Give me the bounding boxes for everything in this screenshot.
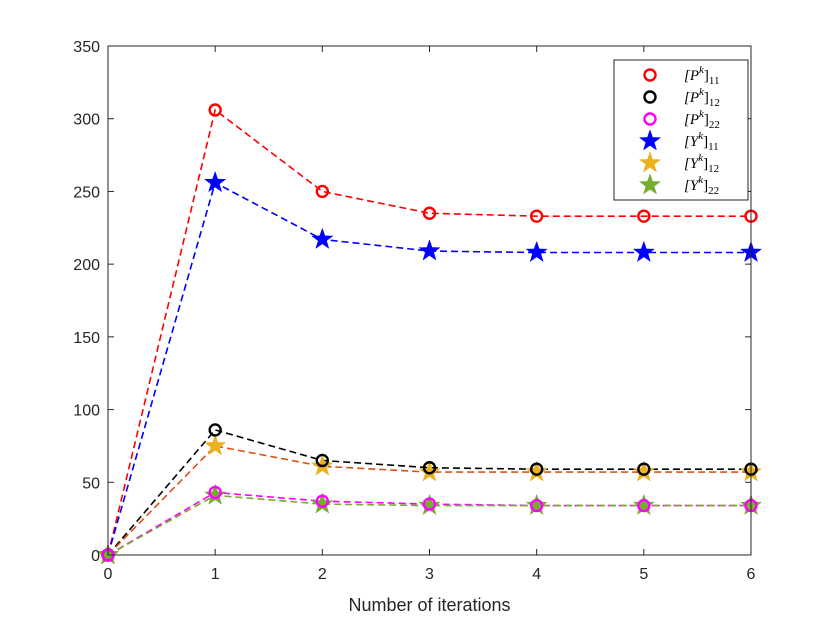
data-point-s1-x1 [208,423,222,437]
legend: [Pk]11[Pk]12[Pk]22[Yk]11[Yk]12[Yk]22 [613,59,749,201]
data-point-s4-x3 [418,460,441,482]
legend-marker-4 [638,151,662,173]
x-tick-label-3: 3 [425,566,434,583]
legend-label-3: [Yk]11 [684,130,719,153]
data-point-s3-x3 [418,239,441,261]
series-line-0 [107,108,751,556]
legend-label-2: [Pk]22 [684,108,720,131]
data-point-s1-x2 [315,453,330,468]
y-tick-label-100: 100 [73,403,100,420]
y-tick-label-200: 200 [73,257,100,274]
x-axis-label: Number of iterations [348,595,510,615]
legend-marker-5 [638,173,662,195]
data-point-s0-x5 [637,209,651,223]
data-point-s4-x4 [525,460,548,482]
x-tick-label-2: 2 [318,566,327,583]
data-point-s3-x2 [311,227,334,249]
x-tick-label-6: 6 [747,566,756,583]
legend-label-1: [Pk]12 [684,86,720,109]
legend-marker-1 [643,90,657,104]
data-point-s4-x1 [203,434,227,456]
x-tick-label-0: 0 [104,566,113,583]
legend-label-4: [Yk]12 [684,152,719,175]
data-point-s2-x2 [315,494,330,508]
data-point-s0-x2 [315,184,330,199]
data-point-s0-x3 [422,206,437,220]
data-point-s3-x5 [632,240,656,263]
data-point-s1-x5 [637,462,651,476]
data-point-s0-x4 [529,209,544,223]
data-point-s0-x1 [208,103,222,117]
data-point-s3-x1 [203,170,227,193]
data-point-s2-x5 [637,498,651,513]
data-point-s2-x1 [208,485,222,500]
y-tick-label-0: 0 [91,548,100,565]
data-point-s2-x3 [422,497,437,511]
x-tick-label-5: 5 [639,566,648,583]
y-tick-label-150: 150 [73,330,100,347]
data-point-s1-x3 [422,461,437,475]
x-tick-label-1: 1 [211,566,220,583]
x-tick-label-4: 4 [532,566,541,583]
legend-box [613,59,749,201]
legend-marker-3 [638,129,662,151]
data-point-s5-x1 [203,483,227,505]
y-tick-label-50: 50 [82,475,100,492]
legend-marker-0 [643,68,657,82]
legend-label-0: [Pk]11 [684,64,719,87]
y-tick-label-300: 300 [73,112,100,129]
data-point-s4-x5 [632,460,656,482]
data-point-s1-x4 [529,462,544,476]
data-point-s5-x2 [311,492,334,514]
y-tick-label-250: 250 [73,184,100,201]
legend-marker-2 [643,112,657,126]
y-tick-label-350: 350 [73,39,100,56]
data-point-s2-x4 [529,498,544,513]
data-point-s3-x4 [525,240,548,263]
legend-label-5: [Yk]22 [684,174,719,197]
axes: 0 1 2 3 4 5 6 0 50 100 150 200 250 300 350 [73,39,755,583]
